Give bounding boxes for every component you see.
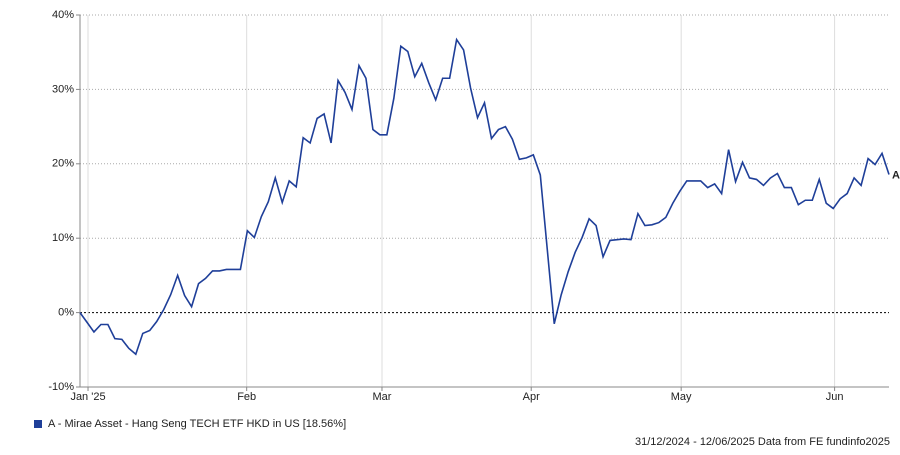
end-label: A [892,169,900,181]
x-tick-label: May [671,391,692,403]
footer: 31/12/2024 - 12/06/2025 Data from FE fun… [635,436,890,448]
x-tick-label: Feb [237,391,256,403]
y-tick-label: 30% [52,83,74,95]
x-tick-label: Jan '25 [70,391,105,403]
x-tick-label: Apr [523,391,540,403]
y-tick-label: 20% [52,158,74,170]
y-tick-label: 40% [52,9,74,21]
y-tick-label: 0% [58,307,74,319]
legend-swatch [34,420,42,428]
y-tick-label: 10% [52,232,74,244]
series-line [79,37,890,356]
y-tick-label: -10% [48,381,74,393]
x-tick-label: Jun [826,391,844,403]
legend-label: A - Mirae Asset - Hang Seng TECH ETF HKD… [48,418,346,430]
x-tick-label: Mar [373,391,392,403]
